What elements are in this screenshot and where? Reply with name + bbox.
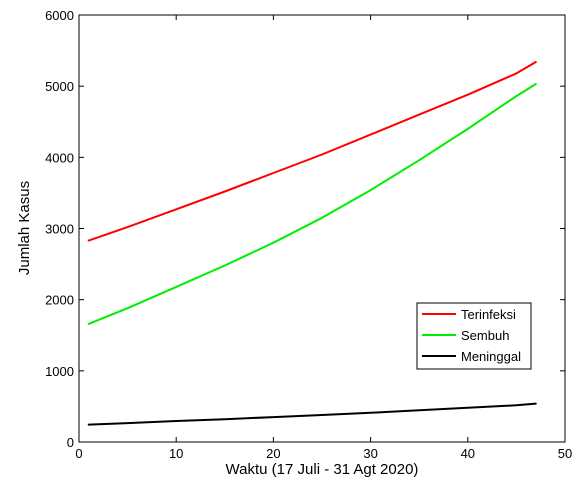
y-tick-label: 4000 (45, 150, 74, 165)
series-line-sembuh (87, 83, 537, 325)
series-line-meninggal (87, 402, 537, 426)
legend-label-sembuh: Sembuh (461, 328, 509, 343)
x-tick-label: 0 (75, 446, 82, 461)
y-tick-label: 2000 (45, 293, 74, 308)
legend-label-terinfeksi: Terinfeksi (461, 307, 516, 322)
series-line-terinfeksi (87, 61, 537, 242)
legend: Terinfeksi Sembuh Meninggal (416, 302, 532, 370)
x-tick-label: 30 (363, 446, 377, 461)
x-axis-label: Waktu (17 Juli - 31 Agt 2020) (226, 461, 419, 478)
x-tick-label: 50 (558, 446, 572, 461)
x-tick-label: 40 (461, 446, 475, 461)
y-tick-label: 0 (67, 435, 74, 450)
y-tick-label: 3000 (45, 222, 74, 237)
plot-area-frame (78, 14, 566, 443)
y-tick-label: 6000 (45, 8, 74, 23)
y-axis-label: Jumlah Kasus (16, 181, 33, 275)
y-tick-label: 5000 (45, 79, 74, 94)
y-tick-label: 1000 (45, 364, 74, 379)
axes-layer: 0 10 20 30 40 50 0 1000 2000 3000 4000 5000 6000 (45, 8, 572, 461)
series-layer (87, 61, 537, 426)
x-tick-label: 10 (169, 446, 183, 461)
x-tick-label: 20 (266, 446, 280, 461)
legend-label-meninggal: Meninggal (461, 349, 521, 364)
